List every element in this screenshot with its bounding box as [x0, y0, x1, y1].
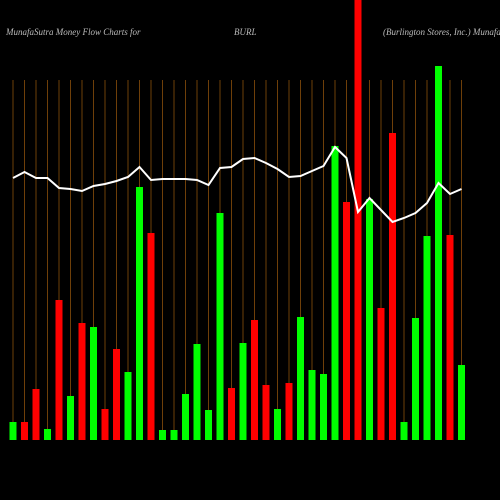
- bar: [67, 396, 74, 440]
- bar: [113, 349, 120, 440]
- bar: [44, 429, 51, 440]
- bar: [216, 213, 224, 440]
- bar: [423, 236, 431, 440]
- bar: [101, 409, 109, 440]
- bar: [228, 388, 235, 440]
- bar: [343, 202, 350, 440]
- chart-title: MunafaSutra Money Flow Charts for: [5, 27, 141, 37]
- bar: [136, 187, 143, 440]
- bar: [435, 66, 442, 440]
- bar: [251, 320, 258, 440]
- bar: [331, 146, 339, 440]
- bar: [285, 383, 293, 440]
- bar: [32, 389, 40, 440]
- bar: [159, 430, 166, 440]
- bar: [239, 343, 247, 440]
- bar: [55, 300, 63, 440]
- bar: [412, 318, 419, 440]
- bar: [400, 422, 408, 440]
- bar: [297, 317, 304, 440]
- bar: [354, 0, 362, 440]
- company: (Burlington Stores, Inc.) MunafaSutra.co…: [383, 27, 500, 37]
- bar: [308, 370, 316, 440]
- money-flow-line: [12, 145, 462, 224]
- bar: [205, 410, 212, 440]
- bar: [274, 409, 281, 440]
- bar: [366, 199, 373, 440]
- bar: [320, 374, 327, 440]
- bar: [458, 365, 465, 440]
- bar: [21, 422, 28, 440]
- bar: [182, 394, 189, 440]
- bar: [389, 133, 396, 440]
- bar: [78, 323, 86, 440]
- bar: [9, 422, 17, 440]
- bar: [124, 372, 132, 440]
- bar: [377, 308, 385, 440]
- bar: [446, 235, 454, 440]
- bar: [262, 385, 270, 440]
- bar: [193, 344, 201, 440]
- bar: [147, 233, 155, 440]
- bar: [90, 327, 97, 440]
- bar: [170, 430, 178, 440]
- symbol: BURL: [234, 27, 257, 37]
